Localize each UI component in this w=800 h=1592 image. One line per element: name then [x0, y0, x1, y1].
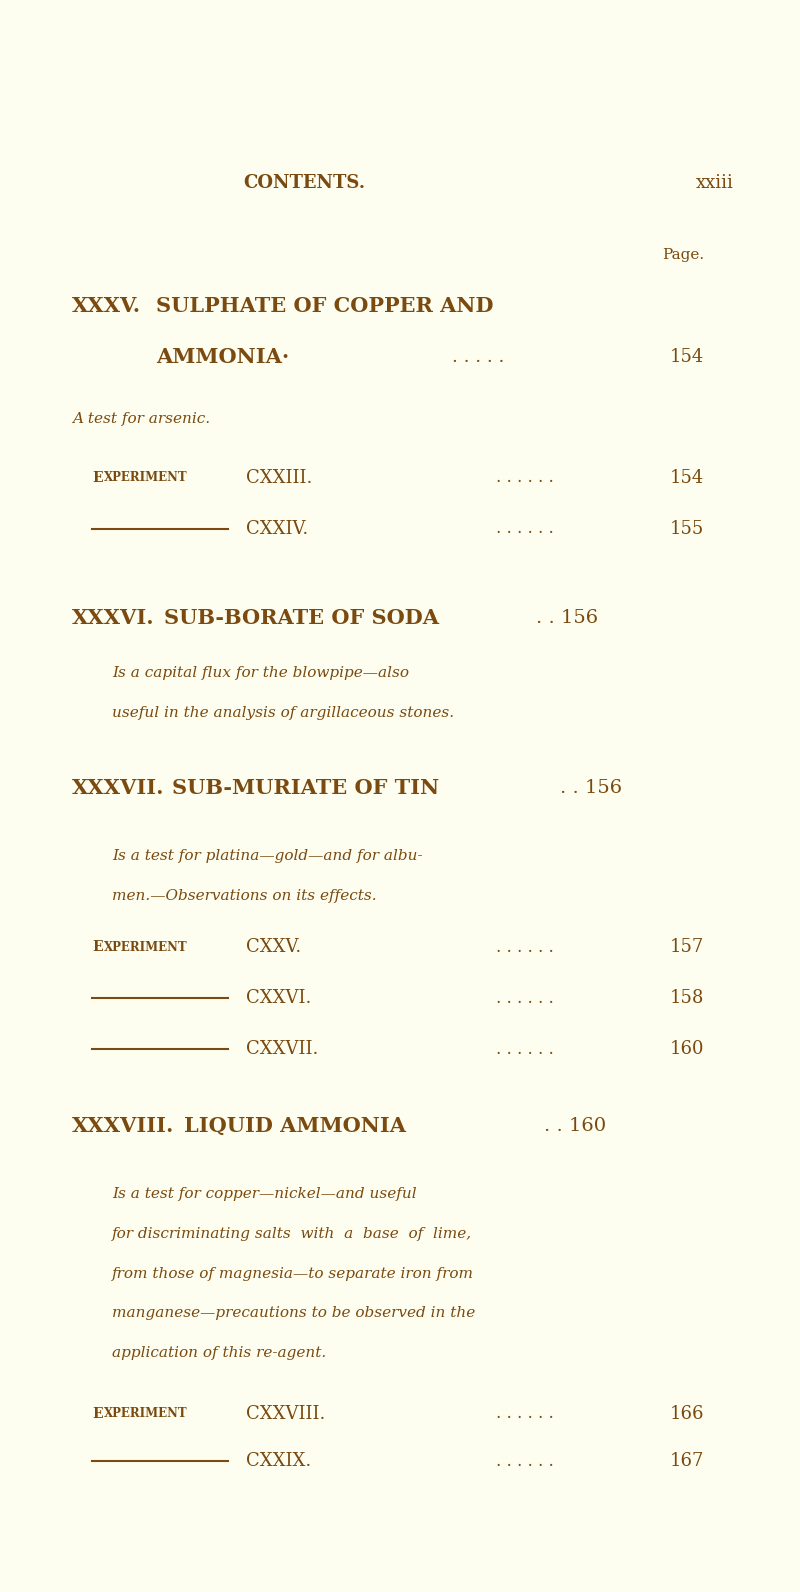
Text: XPERIMENT: XPERIMENT	[104, 471, 188, 484]
Text: XXXV.: XXXV.	[72, 296, 141, 315]
Text: E: E	[92, 1407, 102, 1420]
Text: SUB-BORATE OF SODA: SUB-BORATE OF SODA	[164, 608, 439, 627]
Text: . . . . . .: . . . . . .	[496, 939, 554, 955]
Text: E: E	[92, 941, 102, 954]
Text: CXXVIII.: CXXVIII.	[246, 1404, 326, 1423]
Text: 158: 158	[670, 989, 704, 1008]
Text: . . 156: . . 156	[560, 778, 622, 798]
Text: . . . . . .: . . . . . .	[496, 470, 554, 486]
Text: . . . . . .: . . . . . .	[496, 1453, 554, 1469]
Text: . . . . . .: . . . . . .	[496, 1406, 554, 1422]
Text: Page.: Page.	[662, 248, 704, 261]
Text: CXXVII.: CXXVII.	[246, 1040, 318, 1059]
Text: . . 160: . . 160	[544, 1116, 606, 1135]
Text: XXXVIII.: XXXVIII.	[72, 1116, 174, 1135]
Text: Is a test for platina—gold—and for albu-: Is a test for platina—gold—and for albu-	[112, 850, 422, 863]
Text: 166: 166	[670, 1404, 704, 1423]
Text: XXXVI.: XXXVI.	[72, 608, 154, 627]
Text: XXXVII.: XXXVII.	[72, 778, 165, 798]
Text: XPERIMENT: XPERIMENT	[104, 1407, 188, 1420]
Text: for discriminating salts  with  a  base  of  lime,: for discriminating salts with a base of …	[112, 1227, 472, 1240]
Text: CONTENTS.: CONTENTS.	[243, 174, 365, 193]
Text: 154: 154	[670, 347, 704, 366]
Text: useful in the analysis of argillaceous stones.: useful in the analysis of argillaceous s…	[112, 707, 454, 720]
Text: CXXVI.: CXXVI.	[246, 989, 312, 1008]
Text: . . . . . .: . . . . . .	[496, 990, 554, 1006]
Text: CXXIV.: CXXIV.	[246, 519, 309, 538]
Text: E: E	[92, 471, 102, 484]
Text: . . . . . .: . . . . . .	[496, 521, 554, 537]
Text: Is a test for copper—nickel—and useful: Is a test for copper—nickel—and useful	[112, 1188, 417, 1200]
Text: . . 156: . . 156	[536, 608, 598, 627]
Text: xxiii: xxiii	[696, 174, 734, 193]
Text: from those of magnesia—to separate iron from: from those of magnesia—to separate iron …	[112, 1267, 474, 1280]
Text: men.—Observations on its effects.: men.—Observations on its effects.	[112, 890, 377, 903]
Text: SUB-MURIATE OF TIN: SUB-MURIATE OF TIN	[172, 778, 439, 798]
Text: 160: 160	[670, 1040, 704, 1059]
Text: manganese—precautions to be observed in the: manganese—precautions to be observed in …	[112, 1307, 475, 1320]
Text: CXXV.: CXXV.	[246, 938, 302, 957]
Text: 154: 154	[670, 468, 704, 487]
Text: XPERIMENT: XPERIMENT	[104, 941, 188, 954]
Text: AMMONIA·: AMMONIA·	[156, 347, 290, 366]
Text: 155: 155	[670, 519, 704, 538]
Text: LIQUID AMMONIA: LIQUID AMMONIA	[184, 1116, 406, 1135]
Text: . . . . . .: . . . . . .	[496, 1041, 554, 1057]
Text: 157: 157	[670, 938, 704, 957]
Text: A test for arsenic.: A test for arsenic.	[72, 412, 210, 425]
Text: . . . . .: . . . . .	[452, 347, 504, 366]
Text: CXXIX.: CXXIX.	[246, 1452, 312, 1471]
Text: CXXIII.: CXXIII.	[246, 468, 313, 487]
Text: SULPHATE OF COPPER AND: SULPHATE OF COPPER AND	[156, 296, 494, 315]
Text: application of this re-agent.: application of this re-agent.	[112, 1347, 326, 1360]
Text: 167: 167	[670, 1452, 704, 1471]
Text: Is a capital flux for the blowpipe—also: Is a capital flux for the blowpipe—also	[112, 667, 409, 680]
